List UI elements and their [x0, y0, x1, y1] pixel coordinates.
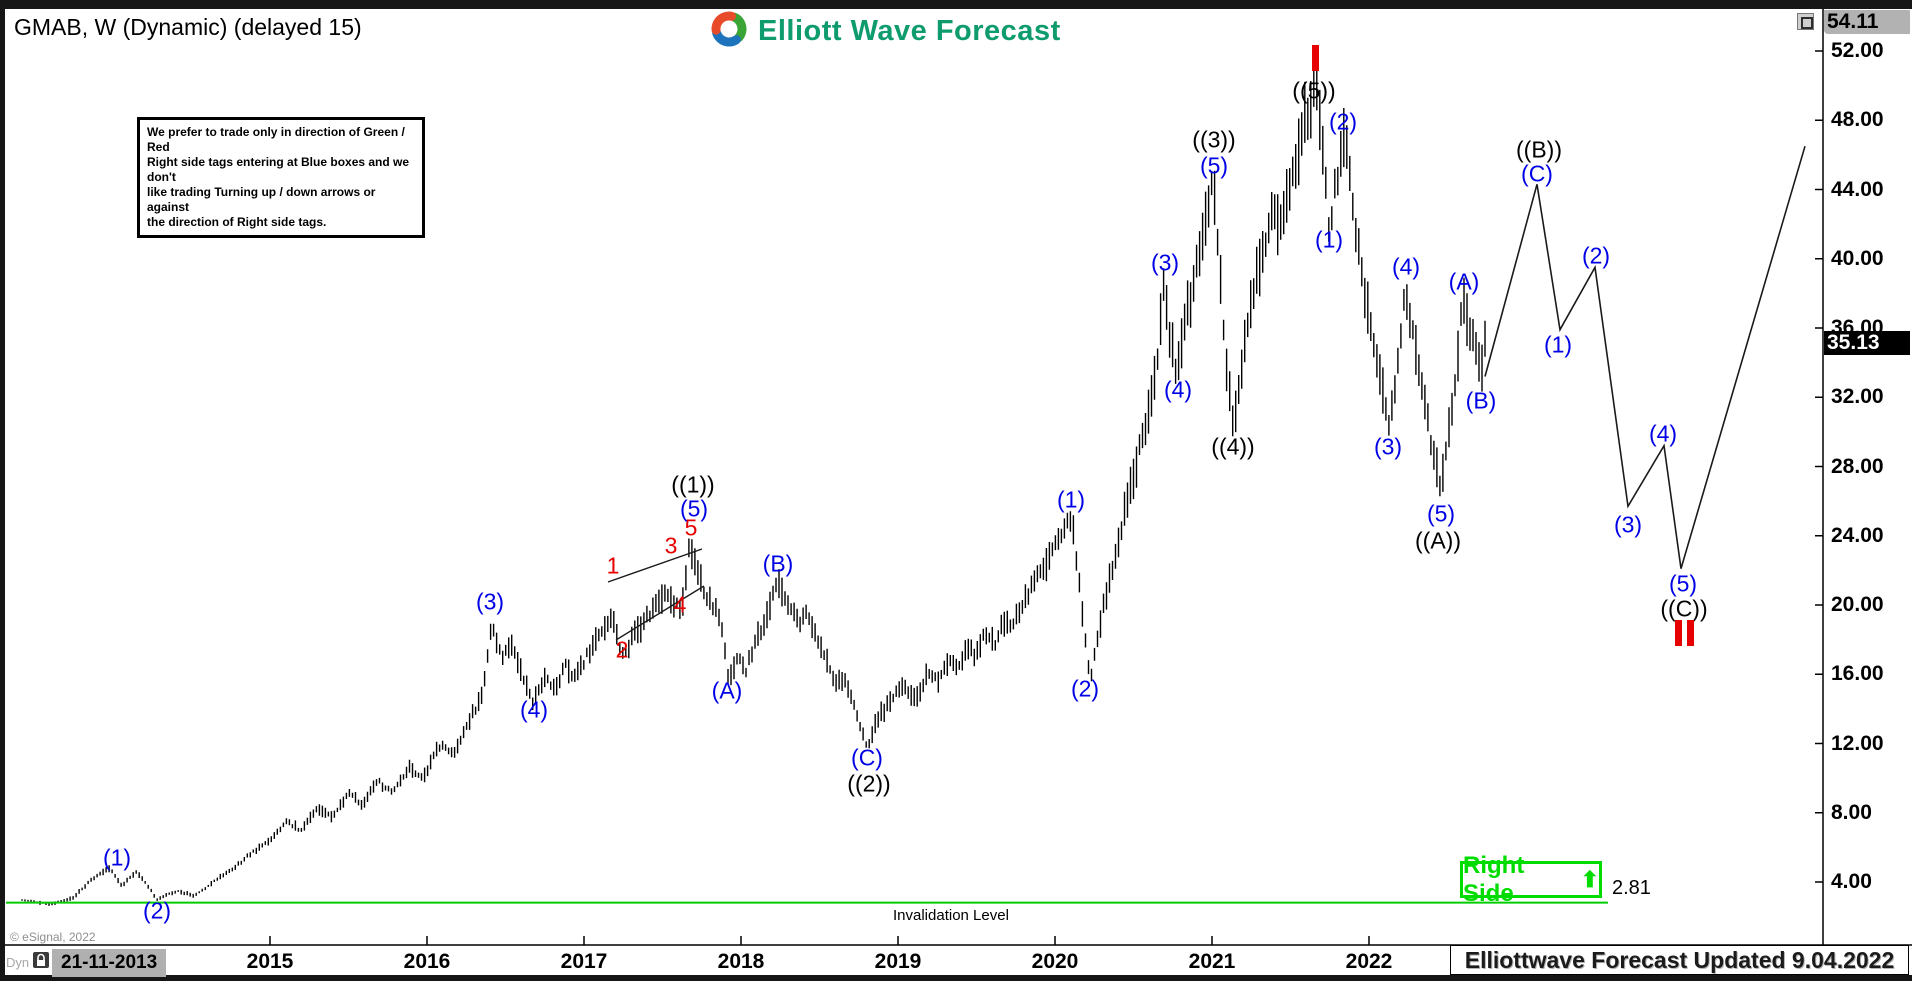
- wedge-trendline: [615, 585, 705, 641]
- wave-label: (1): [102, 844, 132, 871]
- year-tick-label: 2022: [1345, 950, 1393, 973]
- up-arrow-icon: ⬆: [1580, 866, 1599, 892]
- wave-label: (2): [1581, 242, 1611, 269]
- year-tick-label: 2017: [560, 950, 608, 973]
- wave-label: 4: [673, 591, 687, 618]
- wave-label: ((1)): [671, 471, 715, 498]
- wave-label: (4): [1391, 253, 1421, 280]
- year-tick-label: 2016: [403, 950, 451, 973]
- window-high-badge: 54.11: [1824, 10, 1910, 34]
- price-tick-label: 40.00: [1831, 246, 1884, 270]
- wave-label: (3): [1150, 249, 1180, 276]
- price-tick-label: 32.00: [1831, 385, 1884, 409]
- year-tick-label: 2021: [1188, 950, 1236, 973]
- wave-label: (4): [1648, 420, 1678, 447]
- dyn-mode-label: Dyn: [6, 955, 30, 970]
- wave-label: (4): [1163, 376, 1193, 403]
- wave-label: (2): [1328, 108, 1358, 135]
- wave-label: (4): [519, 696, 549, 723]
- window-border-bottom: [0, 975, 1912, 981]
- brand-logo: Elliott Wave Forecast: [709, 9, 1061, 54]
- price-tick-label: 8.00: [1831, 800, 1872, 824]
- window-border-left: [0, 0, 5, 981]
- wave-label: (A): [711, 677, 743, 704]
- esignal-copyright: © eSignal, 2022: [10, 930, 96, 944]
- price-tick-label: 16.00: [1831, 662, 1884, 686]
- trading-note-box: We prefer to trade only in direction of …: [137, 117, 425, 238]
- wave-label: ((4)): [1211, 433, 1255, 460]
- wave-label: (5): [1426, 500, 1456, 527]
- wave-label: 2: [615, 636, 629, 663]
- wave-label: (1): [1543, 331, 1573, 358]
- chart-title: GMAB, W (Dynamic) (delayed 15): [14, 14, 362, 40]
- price-bars: [21, 49, 1486, 906]
- wave-label: (B): [1465, 387, 1497, 414]
- price-tick-label: 48.00: [1831, 108, 1884, 132]
- roman-numeral-bar: [1686, 620, 1694, 646]
- note-line: like trading Turning up / down arrows or…: [147, 185, 376, 214]
- window-restore-icon[interactable]: [1797, 13, 1814, 30]
- forecast-path: [1484, 145, 1806, 569]
- note-line: the direction of Right side tags.: [147, 215, 327, 229]
- wave-label: (5): [679, 495, 709, 522]
- wave-label: (5): [1199, 152, 1229, 179]
- note-line: Right side tags entering at Blue boxes a…: [147, 155, 410, 184]
- wave-label: (1): [1314, 226, 1344, 253]
- lock-icon[interactable]: [33, 951, 49, 974]
- wave-label: (2): [1070, 675, 1100, 702]
- year-tick-label: 2020: [1031, 950, 1079, 973]
- wave-label: ((2)): [847, 770, 891, 797]
- wave-label: ((B)): [1516, 136, 1562, 163]
- year-tick-label: 2015: [246, 950, 294, 973]
- price-tick-label: 20.00: [1831, 593, 1884, 616]
- price-tick-label: 28.00: [1831, 454, 1884, 478]
- wave-label: (2): [142, 897, 172, 924]
- updated-watermark: Elliottwave Forecast Updated 9.04.2022: [1450, 945, 1909, 975]
- wave-label: 5: [684, 514, 698, 541]
- price-tick-label: 24.00: [1831, 523, 1884, 547]
- wedge-trendline: [607, 548, 703, 583]
- wave-label: [1672, 620, 1696, 650]
- wave-label: ((C)): [1660, 595, 1708, 622]
- note-line: We prefer to trade only in direction of …: [147, 125, 405, 154]
- wave-label: ((A)): [1415, 527, 1461, 554]
- wave-label: (3): [1373, 433, 1403, 460]
- invalidation-level-value: 2.81: [1612, 877, 1651, 899]
- price-tick-label: 4.00: [1831, 870, 1872, 893]
- wave-label: (C): [851, 744, 883, 771]
- price-tick-label: 12.00: [1831, 731, 1884, 755]
- chart-start-date[interactable]: 21-11-2013: [52, 949, 167, 977]
- roman-numeral-bar: [1311, 45, 1319, 71]
- wave-label: 3: [664, 532, 678, 559]
- brand-logo-text: Elliott Wave Forecast: [758, 15, 1061, 47]
- wave-label: (3): [1613, 511, 1643, 538]
- wave-label: (C): [1521, 160, 1553, 187]
- year-tick-label: 2018: [717, 950, 765, 973]
- price-tick-label: 44.00: [1831, 177, 1884, 201]
- roman-numeral-bar: [1674, 620, 1682, 646]
- wave-label: (3): [475, 588, 505, 615]
- year-tick-label: 2019: [874, 950, 922, 973]
- last-price-badge: 35.13: [1824, 331, 1910, 355]
- wave-label: (1): [1056, 486, 1086, 513]
- invalidation-level-label: Invalidation Level: [893, 907, 1009, 924]
- wave-label: 1: [606, 552, 620, 579]
- wave-label: (5): [1668, 570, 1698, 597]
- wave-label: (B): [762, 550, 794, 577]
- window-border-top: [0, 0, 1912, 9]
- right-side-tag: Right Side ⬆: [1460, 852, 1602, 907]
- wave-label: ((3)): [1192, 126, 1236, 153]
- wave-label: [1309, 45, 1321, 75]
- right-side-label: Right Side: [1463, 851, 1525, 907]
- wave-label: ((5)): [1292, 77, 1336, 104]
- elliott-wave-swirl-icon: [709, 9, 749, 54]
- wave-label: (A): [1448, 268, 1480, 295]
- price-tick-label: 52.00: [1831, 39, 1884, 62]
